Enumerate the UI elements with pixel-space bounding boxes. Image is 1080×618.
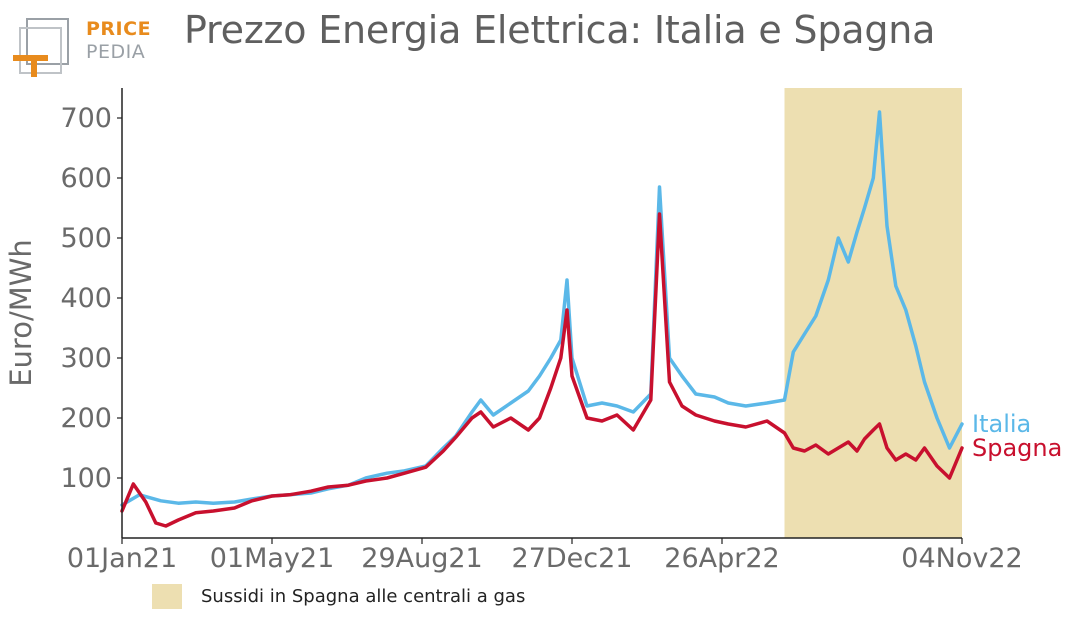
y-tick-label: 400 xyxy=(60,283,112,314)
series-line-spagna xyxy=(120,212,964,528)
series-line-italia xyxy=(120,110,964,507)
logo-mark xyxy=(13,18,69,77)
shaded-region-subsidies xyxy=(784,88,962,538)
x-tick-label: 01May21 xyxy=(210,543,335,574)
y-tick-label: 600 xyxy=(60,163,112,194)
y-axis-title: Euro/MWh xyxy=(4,239,38,387)
legend-label: Sussidi in Spagna alle centrali a gas xyxy=(201,585,526,607)
series-label-spagna: Spagna xyxy=(972,434,1062,462)
x-tick-label: 27Dec21 xyxy=(512,543,633,574)
x-tick-label: 04Nov22 xyxy=(901,543,1022,574)
page-title: Prezzo Energia Elettrica: Italia e Spagn… xyxy=(184,8,936,52)
y-tick-label: 500 xyxy=(60,223,112,254)
y-tick-label: 200 xyxy=(60,403,112,434)
legend: Sussidi in Spagna alle centrali a gas xyxy=(152,583,525,609)
x-tick-label: 26Apr22 xyxy=(664,543,779,574)
y-tick-label: 300 xyxy=(60,343,112,374)
logo-text-price: PRICE xyxy=(86,18,152,40)
y-tick-label: 700 xyxy=(60,103,112,134)
series-label-italia: Italia xyxy=(972,410,1031,438)
pricepedia-logo: PRICE PEDIA xyxy=(12,16,151,78)
x-tick-label: 01Jan21 xyxy=(67,543,177,574)
x-tick-label: 29Aug21 xyxy=(361,543,482,574)
y-tick-label: 100 xyxy=(60,463,112,494)
legend-swatch xyxy=(152,583,182,609)
logo-text-pedia: PEDIA xyxy=(86,41,146,63)
